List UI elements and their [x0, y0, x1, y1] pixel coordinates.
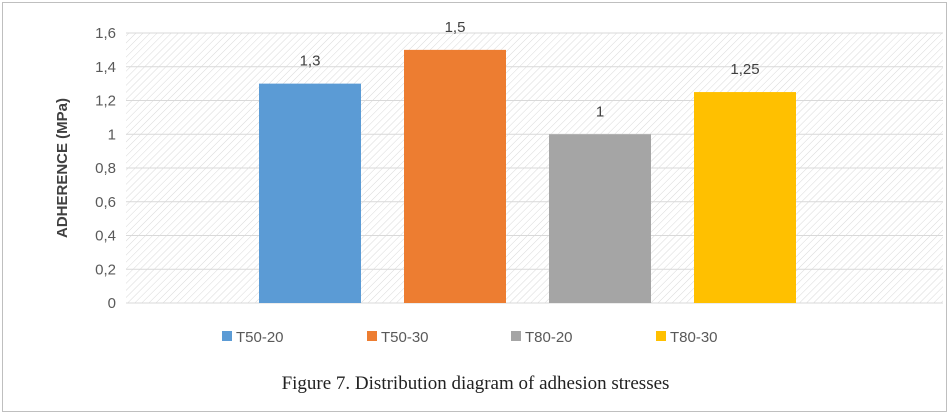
bar-t80-20 [549, 134, 651, 303]
y-tick-label: 1 [108, 126, 116, 143]
legend-swatch [656, 331, 666, 341]
data-label: 1 [596, 103, 604, 120]
legend-label: T50-30 [381, 329, 429, 346]
legend-label: T80-30 [670, 329, 718, 346]
legend-label: T80-20 [525, 329, 573, 346]
data-label: 1,5 [445, 19, 466, 36]
y-tick-label: 1,4 [95, 59, 116, 76]
legend-swatch [222, 331, 232, 341]
y-tick-label: 0 [108, 295, 116, 312]
figure-caption: Figure 7. Distribution diagram of adhesi… [281, 373, 670, 394]
y-tick-label: 0,8 [95, 160, 116, 177]
bar-chart: 0 0,2 0,4 0,6 0,8 1 1,2 1,4 1,6 ADHERENCE (MPa) 1,… [54, 19, 943, 346]
y-tick-label: 0,2 [95, 261, 116, 278]
figure-frame: 0 0,2 0,4 0,6 0,8 1 1,2 1,4 1,6 ADHERENCE (MPa) 1,… [2, 2, 947, 412]
bar-t50-30 [404, 49, 506, 303]
data-label: 1,25 [730, 61, 759, 78]
y-tick-label: 0,6 [95, 194, 116, 211]
y-tick-label: 1,6 [95, 25, 116, 42]
y-axis-label: ADHERENCE (MPa) [54, 98, 71, 238]
legend-swatch [367, 331, 377, 341]
data-label: 1,3 [300, 53, 321, 70]
bar-t50-20 [259, 83, 361, 303]
y-tick-label: 0,4 [95, 228, 116, 245]
bar-t80-30 [694, 92, 796, 303]
legend-label: T50-20 [236, 329, 284, 346]
legend-swatch [511, 331, 521, 341]
y-tick-label: 1,2 [95, 93, 116, 110]
